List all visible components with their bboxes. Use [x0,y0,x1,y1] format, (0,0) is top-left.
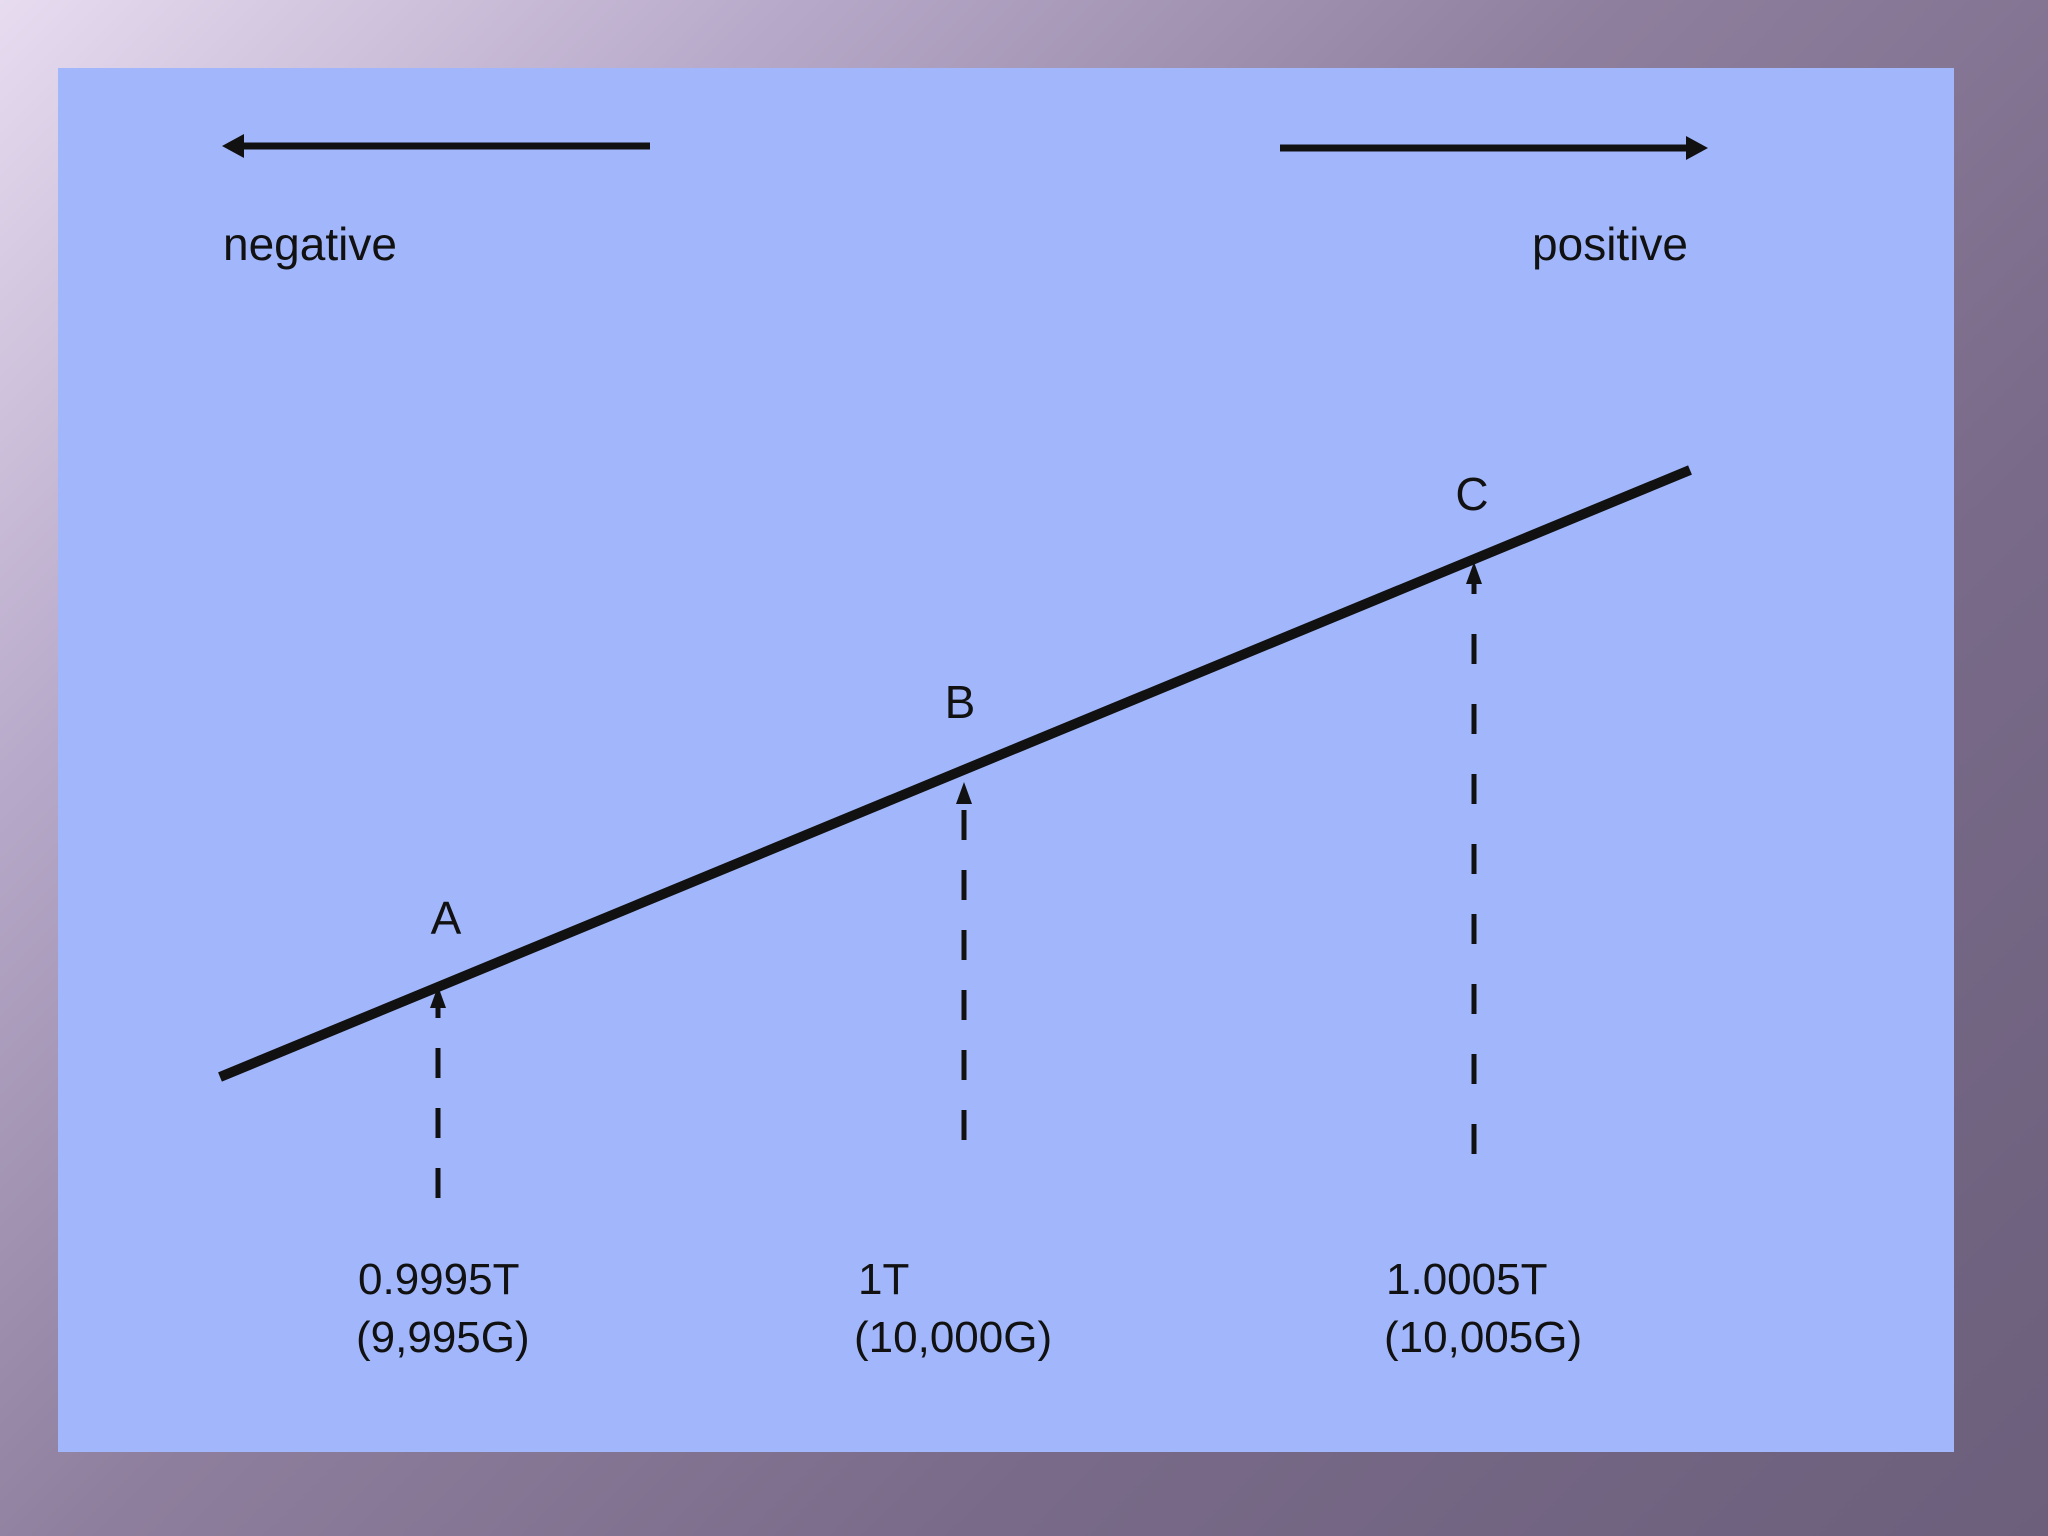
point-a-gauss: (9,995G) [356,1313,530,1362]
point-b-arrowhead [956,782,972,804]
point-b-gauss: (10,000G) [854,1313,1052,1362]
point-a-label: A [431,892,462,944]
point-a-group: A 0.9995T (9,995G) [356,892,530,1362]
point-c-gauss: (10,005G) [1384,1313,1582,1362]
positive-label: positive [1532,218,1688,270]
point-c-group: C 1.0005T (10,005G) [1384,468,1582,1362]
point-b-group: B 1T (10,000G) [854,676,1052,1362]
point-c-arrowhead [1466,562,1482,584]
positive-arrow [1280,136,1708,160]
point-a-arrowhead [430,986,446,1008]
negative-label: negative [223,218,397,270]
point-b-label: B [945,676,976,728]
field-gradient-diagram: negative positive A 0.9995T (9,995G) B 1… [218,134,1708,1362]
point-b-tesla: 1T [858,1255,909,1304]
point-c-label: C [1455,468,1488,520]
point-c-tesla: 1.0005T [1386,1255,1547,1304]
point-a-tesla: 0.9995T [358,1255,519,1304]
negative-arrow [222,134,650,158]
slide-panel: negative positive A 0.9995T (9,995G) B 1… [58,68,1954,1452]
gradient-line [218,465,1692,1082]
